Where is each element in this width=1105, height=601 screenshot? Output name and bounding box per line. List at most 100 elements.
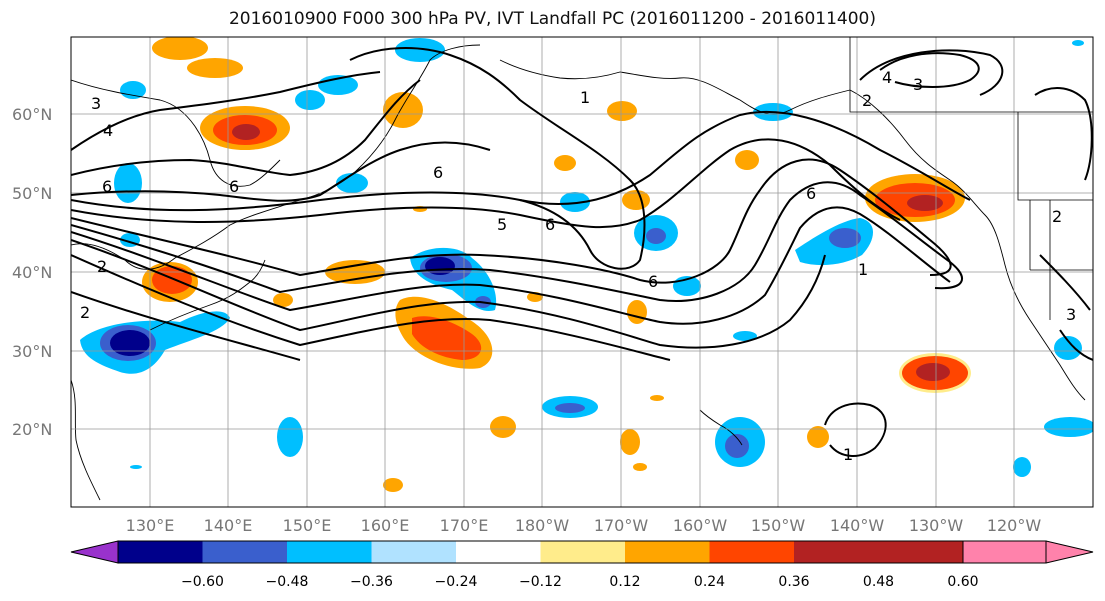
- pv-anomaly-positive: [273, 293, 293, 307]
- pv-contour: [71, 71, 381, 151]
- lon-label: 130°E: [126, 516, 175, 535]
- colorbar-segment: [202, 541, 287, 563]
- colorbar-segment: [794, 541, 879, 563]
- colorbar: −0.60 −0.48 −0.36 −0.24 −0.12 0.12 0.24 …: [70, 540, 1094, 590]
- contour-label: 2: [80, 303, 90, 322]
- canada-us-border: [1017, 112, 1093, 201]
- pv-contour: [71, 158, 952, 284]
- contour-labels: 3 4 6 6 2 2 1 6 6 5 6 6 4 2 3 1 2 3 1: [80, 68, 1076, 464]
- pv-contour: [824, 402, 887, 457]
- pv-anomaly-positive: [383, 478, 403, 492]
- pv-anomaly-negative: [1044, 417, 1093, 437]
- colorbar-tick-label: −0.24: [435, 574, 478, 590]
- pv-anomaly-positive: [383, 92, 423, 128]
- pv-anomaly-positive: [554, 155, 576, 171]
- lon-label: 140°E: [204, 516, 253, 535]
- longitude-axis: 130°E 140°E 150°E 160°E 170°E 180°W 170°…: [126, 516, 1042, 535]
- pv-anomaly-negative: [277, 417, 303, 457]
- colorbar-tick-label: −0.36: [350, 574, 393, 590]
- pv-contour: [1039, 254, 1091, 311]
- map-title: 2016010900 F000 300 hPa PV, IVT Landfall…: [228, 9, 876, 29]
- colorbar-tick-label: −0.48: [266, 574, 309, 590]
- pv-anomaly-negative: [1054, 336, 1082, 360]
- contour-label: 2: [97, 257, 107, 276]
- contour-label: 3: [91, 94, 101, 113]
- pv-shading: [80, 37, 1093, 492]
- colorbar-segment: [456, 541, 541, 563]
- hawaii-islands: [699, 409, 743, 446]
- pv-anomaly-positive: [916, 363, 950, 381]
- colorbar-segment: [371, 541, 456, 563]
- colorbar-frame: [117, 540, 1047, 564]
- pv-contour: [1034, 87, 1093, 181]
- pv-anomaly-positive: [650, 395, 664, 401]
- pv-contours: [71, 47, 1093, 457]
- pv-anomaly-negative: [829, 228, 861, 248]
- lon-label: 130°W: [909, 516, 964, 535]
- pv-contour: [71, 206, 951, 325]
- pv-anomaly-negative: [646, 228, 666, 244]
- colorbar-tick-label: −0.12: [519, 574, 562, 590]
- pv-contour: [71, 138, 901, 229]
- pv-anomaly-negative: [336, 173, 368, 193]
- pv-anomaly-negative: [110, 330, 150, 356]
- pv-anomaly-positive: [807, 426, 829, 448]
- contour-label: 3: [913, 75, 923, 94]
- pv-anomaly-negative: [130, 465, 142, 469]
- pv-anomaly-negative: [733, 331, 757, 341]
- latitude-axis: 60°N 50°N 40°N 30°N 20°N: [12, 105, 52, 439]
- plot-frame: [70, 36, 1094, 508]
- colorbar-extend-high: [962, 540, 1094, 564]
- pv-anomaly-positive: [490, 416, 516, 438]
- pv-contour: [1059, 329, 1093, 361]
- contour-label: 2: [862, 91, 872, 110]
- pv-contour: [71, 181, 963, 302]
- pv-contour: [71, 141, 491, 202]
- pv-anomaly-negative: [1072, 40, 1084, 46]
- lon-label: 170°E: [440, 516, 489, 535]
- lat-label: 50°N: [12, 184, 52, 203]
- contour-label: 4: [882, 68, 892, 87]
- lat-label: 60°N: [12, 105, 52, 124]
- colorbar-segment: [625, 541, 710, 563]
- contour-label: 6: [648, 272, 658, 291]
- colorbar-segment: [118, 541, 203, 563]
- contour-label: 6: [545, 215, 555, 234]
- lon-label: 170°W: [594, 516, 649, 535]
- pv-contour: [349, 47, 646, 270]
- pv-anomaly-positive: [633, 463, 647, 471]
- lon-label: 150°E: [283, 516, 332, 535]
- contour-label: 1: [858, 260, 868, 279]
- pv-contour: [71, 254, 671, 361]
- pv-anomaly-positive: [607, 101, 637, 121]
- pv-contour: [71, 291, 301, 361]
- pv-contour: [71, 79, 421, 177]
- alaska-canada-border: [849, 37, 1093, 113]
- alaska-coastline: [499, 59, 851, 115]
- colorbar-tick-label: 0.12: [609, 574, 640, 590]
- pv-anomaly-positive: [627, 300, 647, 324]
- contour-label: 6: [229, 177, 239, 196]
- lat-label: 30°N: [12, 342, 52, 361]
- pv-anomaly-positive: [152, 266, 192, 294]
- colorbar-segment: [540, 541, 625, 563]
- pv-anomaly-negative: [1013, 457, 1031, 477]
- pv-contour: [71, 110, 971, 212]
- contour-label: 1: [843, 445, 853, 464]
- lon-label: 140°W: [830, 516, 885, 535]
- lon-label: 180°W: [515, 516, 570, 535]
- colorbar-segment: [709, 541, 794, 563]
- lon-label: 150°W: [751, 516, 806, 535]
- colorbar-segment: [287, 541, 372, 563]
- lon-label: 160°E: [361, 516, 410, 535]
- colorbar-tick-label: 0.24: [694, 574, 725, 590]
- north-america-coastline: [849, 89, 1086, 401]
- pv-anomaly-positive: [735, 150, 759, 170]
- colorbar-extend-low: [70, 540, 119, 564]
- pv-anomaly-negative: [295, 90, 325, 110]
- lat-label: 40°N: [12, 263, 52, 282]
- china-coastline: [71, 379, 101, 501]
- contour-label: 4: [103, 121, 113, 140]
- pv-anomaly-positive: [187, 58, 243, 78]
